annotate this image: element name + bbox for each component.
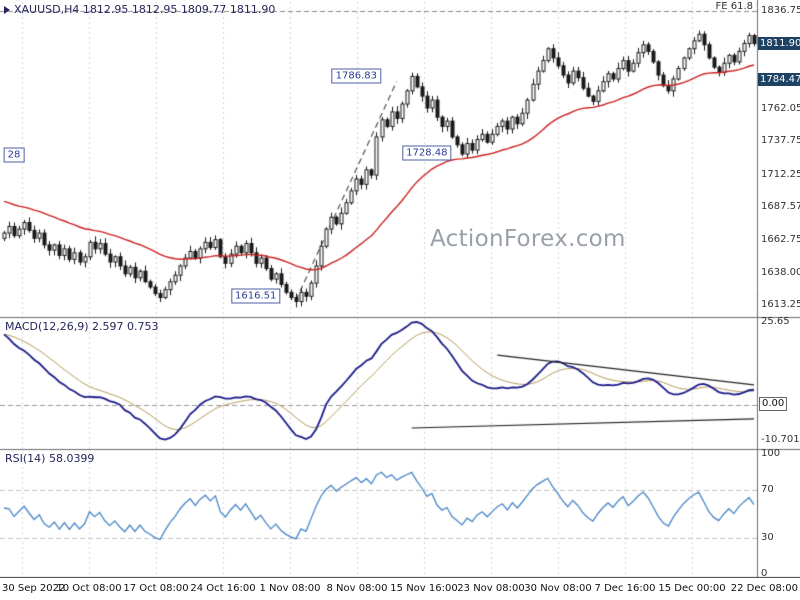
time-axis-label: 24 Oct 16:00 <box>190 583 256 594</box>
rsi-axis-tick: 30 <box>761 532 774 543</box>
price-axis-tick: 1762.05 <box>761 103 800 115</box>
time-axis-label: 8 Nov 08:00 <box>326 583 388 594</box>
time-axis-label: 23 Nov 08:00 <box>457 583 525 594</box>
time-axis-label: 10 Oct 08:00 <box>56 583 122 594</box>
time-axis-label: 15 Dec 00:00 <box>658 583 726 594</box>
price-axis-tick: 1613.25 <box>761 299 800 311</box>
price-annotation: 28 <box>3 147 25 163</box>
time-axis-label: 30 Sep 2022 <box>2 583 66 594</box>
symbol-header: XAUUSD,H4 1812.95 1812.95 1809.77 1811.9… <box>4 3 275 16</box>
time-axis-label: 30 Nov 08:00 <box>524 583 592 594</box>
fib-expansion-label: FE 61.8 <box>715 1 753 12</box>
price-axis-tick: 1687.57 <box>761 201 800 213</box>
time-axis-label: 22 Dec 08:00 <box>730 583 798 594</box>
watermark: ActionForex.com <box>430 226 626 252</box>
price-axis-tick: 1662.75 <box>761 233 800 245</box>
instrument-marker-icon <box>4 5 10 14</box>
time-axis-label: 7 Dec 16:00 <box>594 583 656 594</box>
rsi-axis-tick: 0 <box>761 568 768 579</box>
time-axis: 30 Sep 2022 10 Oct 08:00 17 Oct 08:00 24 Oc… <box>0 578 800 600</box>
rsi-axis-tick: 100 <box>761 448 781 459</box>
macd-zero-badge: 0.00 <box>759 397 788 411</box>
price-axis-badge: 1811.90 <box>758 36 800 50</box>
price-axis-tick: 1836.75 <box>761 4 800 16</box>
rsi-axis-tick: 70 <box>761 484 774 495</box>
price-axis-badge: 1784.47 <box>758 72 800 86</box>
time-axis-label: 15 Nov 16:00 <box>390 583 458 594</box>
time-axis-label: 1 Nov 08:00 <box>259 583 321 594</box>
price-annotation: 1728.48 <box>402 145 452 161</box>
rsi-indicator-label: RSI(14) 58.0399 <box>5 452 95 465</box>
price-annotation: 1786.83 <box>331 68 382 84</box>
price-axis-tick: 1737.75 <box>761 135 800 147</box>
time-axis-label: 17 Oct 08:00 <box>123 583 189 594</box>
symbol-ohlc-text: XAUUSD,H4 1812.95 1812.95 1809.77 1811.9… <box>14 3 276 16</box>
price-axis-tick: 1712.25 <box>761 168 800 180</box>
price-axis-tick: 1638.00 <box>761 266 800 278</box>
macd-axis-tick: -10.701 <box>761 433 800 445</box>
macd-indicator-label: MACD(12,26,9) 2.597 0.753 <box>5 320 159 333</box>
macd-axis-tick: 25.65 <box>761 315 790 327</box>
price-annotation: 1616.51 <box>230 288 281 304</box>
